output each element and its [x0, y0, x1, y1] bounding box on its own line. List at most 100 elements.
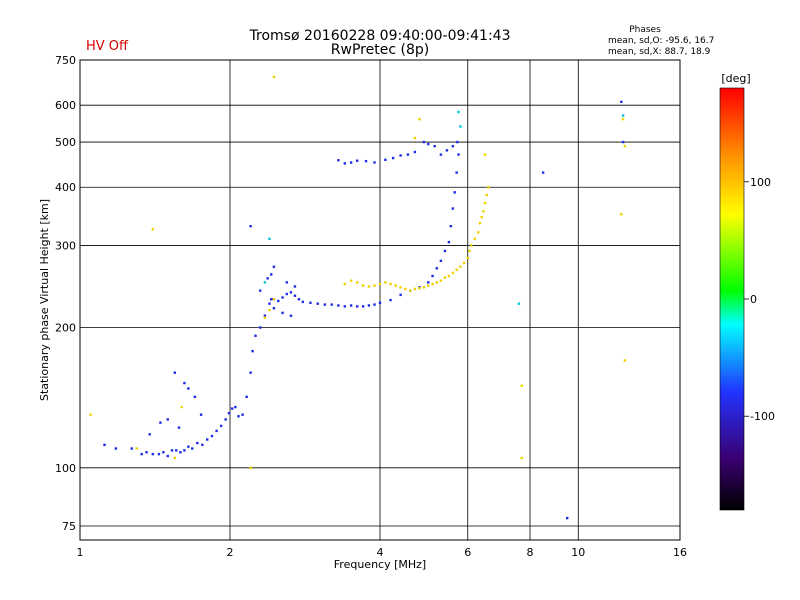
data-point-o: [251, 349, 254, 353]
data-point-x: [623, 144, 627, 148]
colorbar-tick-label: -100: [750, 410, 775, 423]
plot-area: 1 2 4 6 8 10 16 75 100 200 300 400 500 600 750: [55, 54, 687, 559]
chart-title-line2: RwPretec (8p): [331, 42, 429, 58]
data-point-o: [103, 443, 106, 447]
data-point-o: [183, 381, 186, 385]
data-point-x: [135, 447, 138, 450]
data-point-o: [227, 411, 231, 415]
data-point-o: [259, 289, 262, 292]
data-point-o: [237, 415, 240, 418]
data-point-o: [177, 426, 181, 429]
data-point-x: [151, 228, 155, 231]
data-point-o: [263, 314, 267, 317]
data-point-x: [480, 215, 483, 219]
data-point-o: [427, 281, 430, 284]
data-point-x: [483, 153, 487, 156]
data-point-x: [418, 117, 421, 121]
data-point-o: [349, 304, 353, 307]
data-point-x: [418, 286, 421, 290]
data-point-o: [140, 452, 143, 456]
data-point-o: [268, 302, 271, 305]
data-point-o: [249, 224, 252, 228]
data-point-o: [234, 405, 237, 409]
data-point-o: [224, 418, 227, 421]
y-axis-title: Stationary phase Virtual Height [km]: [38, 199, 51, 401]
data-point-o: [384, 158, 387, 162]
data-point-o: [193, 395, 197, 399]
data-point-o: [272, 265, 276, 268]
data-point-x: [623, 359, 627, 362]
data-point-mixed: [268, 237, 271, 241]
data-point-o: [254, 334, 257, 337]
data-points: [89, 75, 627, 520]
data-point-o: [373, 161, 376, 164]
y-axis-ticks: 75 100 200 300 400 500 600 750: [55, 54, 76, 533]
data-point-x: [431, 282, 434, 286]
x-tick-label: 2: [227, 546, 234, 559]
x-tick-label: 10: [571, 546, 585, 559]
data-point-x: [409, 289, 412, 292]
data-point-o: [456, 140, 459, 144]
data-point-o: [451, 144, 455, 148]
data-point-o: [130, 447, 133, 450]
data-point-o: [422, 140, 426, 144]
data-point-x: [473, 237, 477, 241]
data-point-x: [373, 284, 376, 287]
data-point-x: [272, 75, 276, 79]
data-point-o: [205, 438, 209, 441]
data-point-o: [114, 447, 118, 450]
data-point-o: [285, 292, 288, 296]
data-point-o: [170, 449, 174, 452]
y-tick-label: 200: [55, 322, 76, 335]
data-point-x: [447, 274, 451, 278]
data-point-o: [427, 142, 430, 146]
data-point-o: [349, 161, 353, 164]
data-point-o: [196, 441, 199, 445]
data-point-o: [337, 304, 340, 307]
data-point-o: [159, 421, 162, 424]
data-point-o: [343, 162, 347, 165]
data-point-o: [620, 100, 623, 104]
data-point-o: [249, 371, 252, 374]
hv-status-label: HV Off: [86, 39, 129, 54]
data-point-o: [439, 153, 443, 156]
y-tick-label: 75: [62, 520, 76, 533]
data-point-o: [399, 154, 402, 157]
data-point-o: [281, 296, 284, 299]
data-point-o: [166, 454, 169, 458]
data-point-o: [151, 452, 155, 456]
data-point-o: [355, 305, 359, 308]
data-point-o: [443, 249, 447, 253]
phase-info-x: mean, sd,X: 88.7, 18.9: [608, 47, 711, 57]
data-point-mixed: [263, 281, 267, 284]
data-point-x: [413, 287, 417, 291]
data-point-o: [148, 433, 151, 436]
plot-frame: [79, 59, 681, 541]
data-point-o: [162, 451, 165, 454]
data-point-x: [413, 136, 417, 140]
phase-info-o: mean, sd,O: -95.6, 16.7: [608, 36, 714, 46]
data-point-x: [487, 186, 490, 189]
data-point-o: [277, 299, 280, 303]
y-tick-label: 750: [55, 54, 76, 67]
grid-lines: [79, 59, 681, 540]
data-point-x: [439, 279, 443, 282]
data-point-x: [478, 221, 482, 225]
y-tick-label: 300: [55, 239, 76, 252]
data-point-o: [270, 273, 273, 276]
data-point-x: [443, 276, 447, 279]
data-point-o: [166, 418, 169, 421]
y-tick-label: 500: [55, 136, 76, 149]
x-tick-label: 8: [527, 546, 534, 559]
data-point-o: [259, 326, 262, 329]
data-point-x: [349, 279, 353, 282]
data-point-x: [455, 268, 458, 271]
data-point-o: [272, 307, 276, 310]
data-point-x: [89, 413, 92, 416]
data-point-o: [364, 159, 368, 163]
data-point-x: [367, 285, 371, 288]
data-point-x: [620, 213, 623, 216]
data-point-o: [447, 240, 451, 244]
data-point-o: [449, 224, 453, 228]
